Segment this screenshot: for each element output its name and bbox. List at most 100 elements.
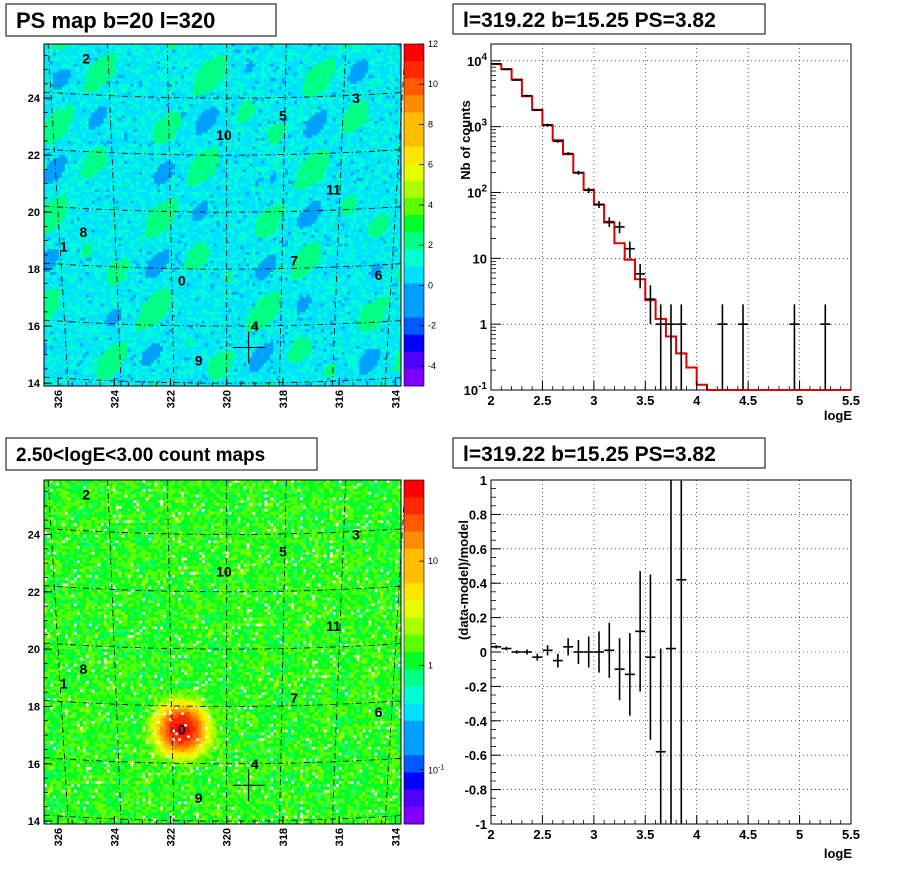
map-cell: [171, 49, 176, 53]
map-cell: [88, 160, 92, 165]
map-cell: [91, 112, 95, 116]
map-cell: [264, 149, 268, 153]
map-cell: [222, 72, 226, 76]
map-cell: [237, 120, 241, 125]
map-cell: [311, 132, 316, 136]
map-cell: [377, 52, 381, 56]
map-cell: [91, 158, 95, 162]
map-cell: [225, 92, 229, 96]
map-cell: [204, 66, 208, 70]
map-cell: [323, 89, 327, 93]
map-cell: [228, 66, 232, 70]
map-cell: [82, 152, 87, 156]
map-cell: [347, 109, 351, 113]
map-cell: [154, 149, 158, 153]
map-cell: [70, 61, 75, 65]
map-cell: [61, 132, 66, 136]
map-cell: [88, 83, 92, 88]
map-cell: [109, 149, 113, 153]
map-cell: [302, 146, 307, 150]
map-cell: [335, 146, 339, 150]
map-cell: [270, 112, 274, 116]
map-cell: [273, 109, 277, 113]
map-cell: [234, 55, 238, 59]
map-cell: [192, 61, 197, 65]
map-cell: [249, 44, 253, 48]
map-cell: [389, 132, 393, 136]
map-cell: [323, 52, 327, 56]
map-cell: [213, 146, 217, 150]
map-cell: [252, 89, 256, 93]
map-cell: [231, 63, 235, 68]
map-cell: [353, 63, 357, 68]
map-cell: [314, 126, 319, 130]
map-cell: [198, 126, 203, 130]
map-cell: [234, 66, 238, 70]
map-cell: [151, 120, 155, 125]
map-cell: [216, 132, 220, 136]
map-cell: [284, 58, 289, 62]
map-cell: [49, 55, 54, 59]
map-cell: [258, 158, 262, 162]
map-cell: [320, 72, 325, 76]
map-cell: [293, 81, 298, 85]
map-cell: [70, 115, 75, 119]
map-cell: [314, 118, 319, 122]
map-cell: [365, 109, 369, 113]
map-cell: [246, 149, 250, 153]
map-cell: [136, 158, 140, 162]
map-cell: [276, 109, 280, 113]
map-cell: [246, 138, 250, 142]
map-cell: [207, 83, 211, 88]
map-cell: [177, 106, 182, 110]
map-cell: [365, 129, 369, 133]
map-cell: [311, 75, 316, 79]
map-cell: [293, 52, 298, 56]
map-cell: [284, 66, 289, 70]
map-cell: [94, 160, 98, 165]
map-cell: [395, 78, 399, 82]
map-cell: [49, 135, 54, 139]
map-cell: [198, 129, 203, 133]
map-cell: [58, 69, 63, 73]
map-cell: [323, 63, 327, 68]
map-cell: [320, 83, 325, 88]
map-cell: [225, 135, 229, 139]
map-cell: [103, 155, 107, 159]
map-cell: [302, 118, 307, 122]
map-cell: [79, 129, 84, 133]
map-cell: [97, 115, 101, 119]
map-cell: [142, 146, 146, 150]
map-cell: [222, 155, 226, 159]
map-cell: [219, 52, 223, 56]
map-cell: [124, 61, 128, 65]
map-cell: [347, 81, 351, 85]
map-cell: [88, 106, 92, 110]
map-cell: [97, 146, 101, 150]
map-cell: [165, 86, 170, 90]
map-cell: [374, 115, 378, 119]
map-cell: [261, 129, 265, 133]
map-cell: [398, 46, 401, 51]
map-cell: [210, 126, 214, 130]
map-cell: [231, 78, 235, 82]
map-cell: [121, 146, 125, 150]
map-cell: [383, 72, 387, 76]
map-cell: [76, 58, 81, 62]
map-cell: [186, 46, 191, 51]
map-cell: [76, 118, 81, 122]
map-cell: [163, 109, 167, 113]
map-cell: [70, 69, 75, 73]
map-cell: [210, 63, 214, 68]
map-cell: [386, 92, 390, 96]
map-cell: [177, 81, 182, 85]
map-cell: [201, 86, 206, 90]
map-cell: [344, 58, 348, 62]
map-cell: [103, 149, 107, 153]
map-cell: [380, 58, 384, 62]
map-cell: [64, 58, 69, 62]
map-cell: [308, 132, 313, 136]
map-cell: [365, 95, 369, 99]
map-cell: [52, 86, 57, 90]
map-cell: [73, 75, 78, 79]
